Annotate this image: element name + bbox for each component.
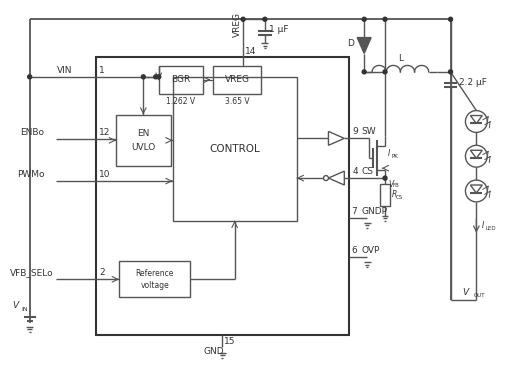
Circle shape [362, 17, 366, 21]
Text: 10: 10 [99, 170, 111, 179]
Circle shape [154, 75, 157, 79]
Text: 6: 6 [351, 247, 357, 256]
Text: I: I [481, 221, 484, 230]
Bar [96, 57, 350, 335]
Text: 15: 15 [224, 337, 236, 346]
Circle shape [383, 70, 387, 74]
Text: V: V [462, 288, 468, 297]
Text: VREG: VREG [233, 12, 242, 37]
Text: OVP: OVP [361, 247, 379, 256]
Bar [116, 115, 171, 166]
Text: 4: 4 [352, 167, 358, 176]
Circle shape [241, 17, 245, 21]
Text: ENBo: ENBo [20, 128, 44, 137]
Text: CONTROL: CONTROL [209, 144, 260, 154]
Circle shape [157, 75, 161, 79]
Text: L: L [398, 54, 403, 63]
Bar [119, 261, 190, 297]
Text: 1.262 V: 1.262 V [167, 97, 196, 106]
Bar [158, 66, 203, 94]
Text: IN: IN [22, 306, 28, 312]
Text: V: V [388, 180, 393, 189]
Text: V: V [13, 301, 19, 309]
Circle shape [263, 17, 267, 21]
Text: Reference: Reference [136, 269, 174, 278]
Text: 9: 9 [352, 127, 358, 136]
Circle shape [362, 70, 366, 74]
Text: PK: PK [392, 154, 399, 159]
Text: GND: GND [204, 347, 225, 356]
Circle shape [141, 75, 145, 79]
Text: CS: CS [361, 167, 373, 176]
Circle shape [449, 17, 453, 21]
Circle shape [27, 75, 31, 79]
Text: D: D [347, 39, 354, 48]
Text: voltage: voltage [140, 281, 169, 290]
Text: 2: 2 [99, 268, 105, 277]
Text: 3.65 V: 3.65 V [225, 97, 249, 106]
Text: UVLO: UVLO [131, 143, 155, 152]
Text: 1 μF: 1 μF [269, 25, 289, 34]
Circle shape [383, 17, 387, 21]
Text: CS: CS [396, 196, 403, 200]
Text: OUT: OUT [473, 293, 485, 298]
Text: 2.2 μF: 2.2 μF [459, 78, 487, 87]
Bar [173, 77, 297, 221]
Bar [380, 184, 390, 206]
Text: 12: 12 [99, 128, 111, 137]
Text: SW: SW [361, 127, 376, 136]
Circle shape [449, 70, 453, 74]
Polygon shape [357, 38, 371, 53]
Text: VIN: VIN [56, 66, 72, 75]
Text: PWMo: PWMo [17, 170, 44, 179]
Text: BGR: BGR [171, 75, 190, 84]
Text: LED: LED [485, 226, 496, 231]
Text: EN: EN [137, 129, 149, 138]
Text: VFB_SELo: VFB_SELo [10, 268, 53, 277]
Text: GNDP: GNDP [361, 207, 387, 216]
Text: 14: 14 [245, 47, 257, 56]
Text: I: I [388, 149, 390, 158]
Text: VREG: VREG [225, 75, 249, 84]
Text: R: R [392, 191, 397, 199]
Text: 7: 7 [351, 207, 357, 216]
Circle shape [383, 176, 387, 180]
Bar [213, 66, 261, 94]
Text: FB: FB [393, 183, 400, 188]
Text: 1: 1 [99, 66, 105, 75]
